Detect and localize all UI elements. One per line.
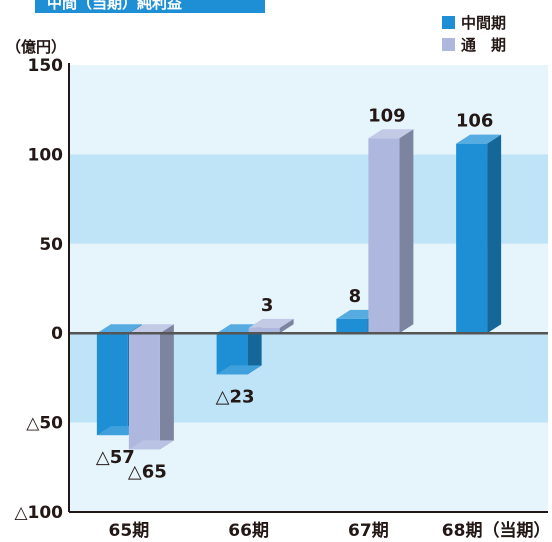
y-tick-label: 100 bbox=[28, 145, 64, 165]
data-label: 106 bbox=[456, 111, 494, 132]
y-axis-unit-label: （億円） bbox=[6, 38, 67, 56]
x-tick-label: 66期 bbox=[228, 521, 269, 541]
legend: 中間期 通 期 bbox=[442, 11, 506, 55]
bar-full-year-2 bbox=[248, 318, 294, 334]
data-label: 8 bbox=[349, 286, 362, 307]
legend-label-interim: 中間期 bbox=[461, 13, 507, 32]
x-tick-label: 67期 bbox=[348, 521, 389, 541]
data-label: △65 bbox=[128, 461, 167, 482]
data-label: 109 bbox=[368, 105, 406, 126]
legend-item-interim: 中間期 bbox=[442, 11, 506, 33]
bar-full-year-3 bbox=[368, 129, 414, 334]
bar-interim-2 bbox=[216, 324, 262, 375]
data-label: 3 bbox=[261, 295, 274, 316]
data-label: △57 bbox=[96, 447, 135, 468]
chart-title-text: 中間（当期）純利益 bbox=[47, 0, 183, 12]
y-tick-label: 0 bbox=[51, 324, 63, 344]
bar-full-year-1 bbox=[128, 324, 174, 450]
y-tick-label: △50 bbox=[26, 414, 63, 434]
y-tick-label: 150 bbox=[28, 56, 64, 76]
x-tick-label: 68期（当期） bbox=[442, 520, 551, 541]
data-label: △23 bbox=[216, 386, 255, 407]
legend-label-full-year: 通 期 bbox=[461, 35, 507, 54]
x-tick-label: 65期 bbox=[109, 521, 150, 541]
legend-swatch-full-year bbox=[442, 37, 455, 51]
bar-interim-4 bbox=[456, 134, 502, 334]
y-tick-label: △100 bbox=[14, 503, 63, 523]
legend-swatch-interim bbox=[442, 15, 455, 29]
y-tick-label: 50 bbox=[39, 235, 63, 255]
legend-item-full-year: 通 期 bbox=[442, 33, 506, 55]
chart-title: 中間（当期）純利益 bbox=[35, 0, 265, 13]
